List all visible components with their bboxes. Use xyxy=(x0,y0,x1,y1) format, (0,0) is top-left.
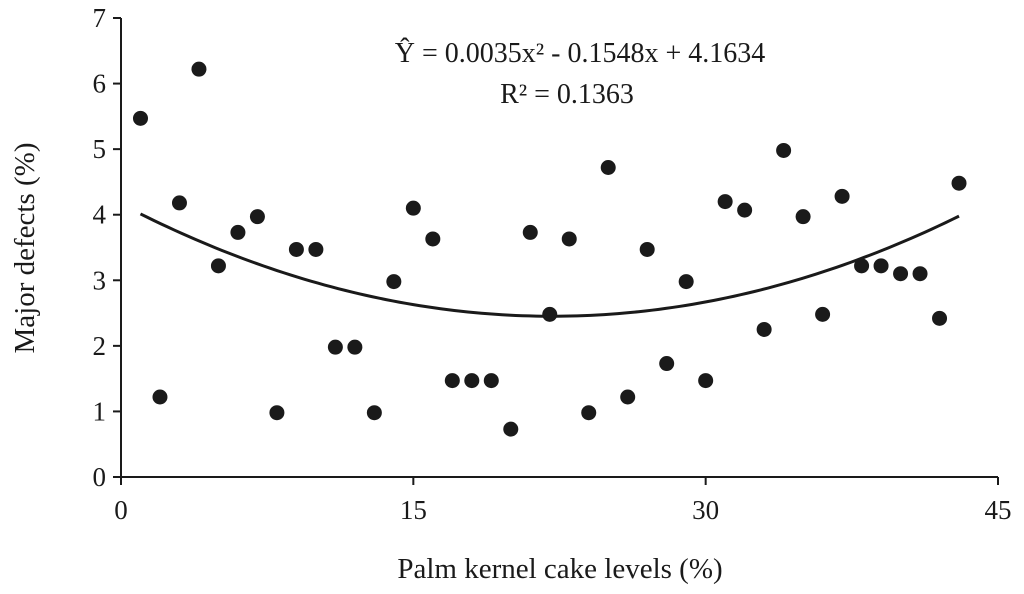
data-point xyxy=(932,310,948,326)
data-point xyxy=(483,373,499,389)
data-point xyxy=(542,306,558,322)
x-tick-label: 45 xyxy=(985,495,1012,525)
y-tick-label: 5 xyxy=(93,134,107,164)
r-squared: R² = 0.1363 xyxy=(500,79,634,110)
regression-equation: Ŷ = 0.0035x² - 0.1548x + 4.1634 xyxy=(395,38,766,69)
data-point xyxy=(678,274,694,290)
data-point xyxy=(581,405,597,421)
data-point xyxy=(659,356,675,372)
data-point xyxy=(269,405,285,421)
data-point xyxy=(366,405,382,421)
data-point xyxy=(522,224,538,240)
data-point xyxy=(620,389,636,405)
data-point xyxy=(308,241,324,257)
data-point xyxy=(444,373,460,389)
x-tick-label: 15 xyxy=(400,495,427,525)
data-point xyxy=(776,142,792,158)
data-point xyxy=(854,258,870,274)
data-point xyxy=(873,258,889,274)
data-point xyxy=(561,231,577,247)
data-point xyxy=(288,241,304,257)
y-axis-title: Major defects (%) xyxy=(9,143,41,354)
x-tick-label: 30 xyxy=(692,495,719,525)
data-point xyxy=(405,200,421,216)
data-point xyxy=(464,373,480,389)
y-tick-label: 2 xyxy=(93,331,107,361)
data-point xyxy=(210,258,226,274)
data-point xyxy=(600,160,616,176)
y-tick-label: 1 xyxy=(93,396,107,426)
data-point xyxy=(834,188,850,204)
x-tick-label: 0 xyxy=(114,495,128,525)
data-point xyxy=(132,110,148,126)
data-point xyxy=(639,241,655,257)
data-point xyxy=(152,389,168,405)
data-point xyxy=(737,202,753,218)
data-point xyxy=(815,306,831,322)
y-tick-label: 3 xyxy=(93,265,107,295)
data-point xyxy=(230,224,246,240)
data-point xyxy=(191,61,207,77)
y-tick-label: 4 xyxy=(93,200,107,230)
data-point xyxy=(327,339,343,355)
data-point xyxy=(756,321,772,337)
data-point xyxy=(249,209,265,225)
data-point xyxy=(347,339,363,355)
x-axis-title: Palm kernel cake levels (%) xyxy=(397,553,722,585)
data-points xyxy=(132,61,967,437)
data-point xyxy=(698,373,714,389)
y-tick-label: 0 xyxy=(93,462,107,492)
data-point xyxy=(386,274,402,290)
y-tick-label: 6 xyxy=(93,69,107,99)
y-tick-label: 7 xyxy=(93,3,107,33)
trendline xyxy=(139,212,960,318)
data-point xyxy=(425,231,441,247)
data-point xyxy=(503,421,519,437)
data-point xyxy=(912,266,928,282)
data-point xyxy=(171,195,187,211)
data-point xyxy=(795,209,811,225)
axes xyxy=(120,18,998,478)
data-point xyxy=(951,175,967,191)
data-point xyxy=(893,266,909,282)
data-point xyxy=(717,194,733,210)
